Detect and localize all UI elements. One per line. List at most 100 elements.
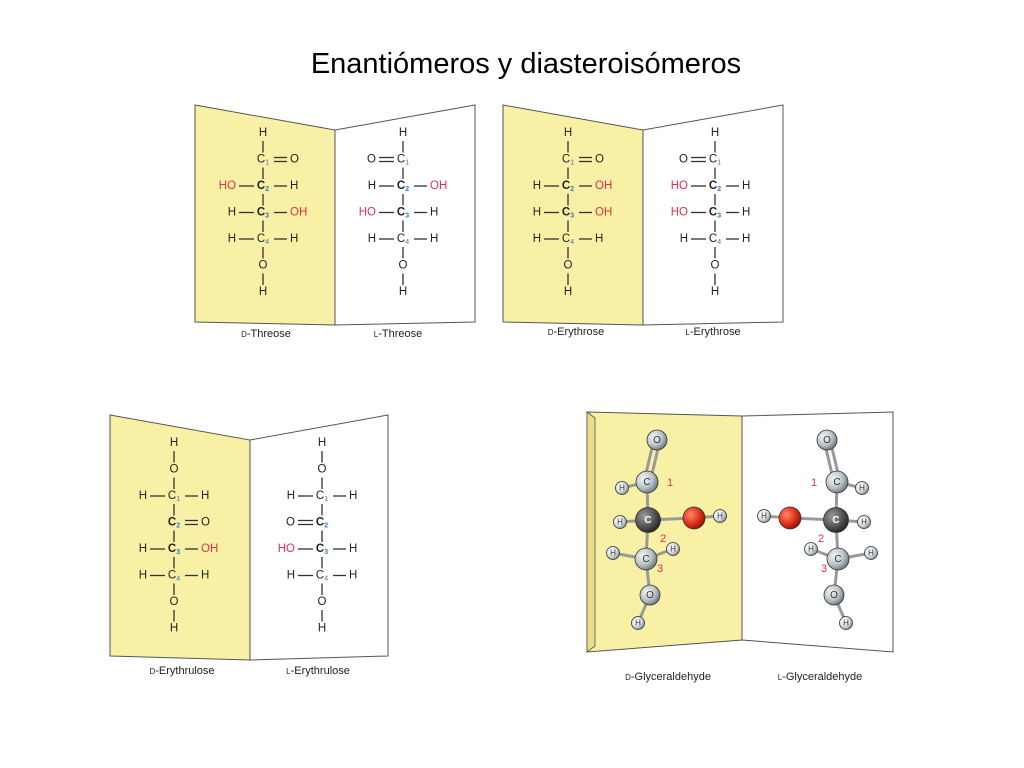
substituent-right: O — [290, 154, 299, 166]
atom-l-erythrose-5: O — [711, 260, 720, 272]
substituent-right: H — [595, 233, 603, 245]
substituent-left: O — [679, 154, 688, 166]
carbon-3-atom-label: C — [642, 554, 649, 565]
hydrogen-atom — [839, 616, 853, 630]
hydroxyl-oxygen-atom-label: O — [646, 590, 654, 601]
book-right-page — [642, 104, 784, 326]
atom-d-erythrulose-0: H — [170, 437, 178, 449]
substituent-left: H — [533, 233, 541, 245]
substituent-left: H — [680, 233, 688, 245]
hydrogen-atom — [666, 542, 680, 556]
substituent-right: OH — [290, 207, 307, 219]
hydroxyl-oxygen-atom — [639, 584, 661, 606]
substituent-right: OH — [201, 543, 218, 555]
hydrogen-atom-label: H — [617, 518, 623, 527]
atom-l-erythrulose-1: O — [318, 464, 327, 476]
hydrogen-atom — [757, 509, 771, 523]
chiral-carbon-atom-label: C — [644, 515, 651, 526]
hydrogen-atom-label: H — [761, 512, 767, 521]
atom-d-erythrose-0: H — [564, 127, 572, 139]
atom-d-erythrulose-1: O — [170, 464, 179, 476]
hydrogen-atom — [857, 515, 871, 529]
hydrogen-atom — [615, 481, 629, 495]
carbon-number: 2 — [818, 533, 824, 545]
hydrogen-atom-label: H — [635, 619, 641, 628]
substituent-left: H — [228, 233, 236, 245]
aldehyde-oxygen-atom-label: O — [653, 435, 661, 446]
atom-d-erythrose-6: H — [564, 286, 572, 298]
left-label-glyceraldehyde: D-Glyceraldehyde — [625, 671, 711, 683]
hydrogen-atom — [631, 616, 645, 630]
atom-d-threose-6: H — [259, 286, 267, 298]
hydrogen-atom-label: H — [717, 512, 723, 521]
substituent-right: OH — [595, 207, 612, 219]
substituent-left: H — [533, 207, 541, 219]
book-right-page — [741, 411, 894, 653]
right-label-erythrulose: L-Erythrulose — [286, 665, 350, 677]
substituent-left: H — [139, 490, 147, 502]
atom-l-erythrulose-0: H — [318, 437, 326, 449]
left-label-threose: D-Threose — [241, 328, 291, 340]
hydrogen-atom-label: H — [670, 545, 676, 554]
chiral-hydroxyl-oxygen-atom — [778, 506, 802, 530]
atom-l-erythrose-6: H — [711, 286, 719, 298]
substituent-left: H — [228, 207, 236, 219]
book-left-page — [109, 414, 251, 661]
substituent-right: H — [290, 180, 298, 192]
carbon-number: 1 — [667, 477, 673, 489]
substituent-left: H — [368, 233, 376, 245]
substituent-left: H — [139, 570, 147, 582]
chiral-carbon-atom-label: C — [832, 515, 839, 526]
carbon-1-atom-label: C — [833, 477, 840, 488]
hydrogen-atom-label: H — [859, 484, 865, 493]
chiral-carbon-atom — [823, 507, 849, 533]
carbon-3-atom — [826, 547, 850, 571]
substituent-left: H — [287, 490, 295, 502]
aldehyde-oxygen-atom — [646, 429, 668, 451]
substituent-left: H — [368, 180, 376, 192]
left-label-erythrulose: D-Erythrulose — [149, 665, 214, 677]
substituent-right: H — [430, 207, 438, 219]
atom-l-erythrulose-7: H — [318, 623, 326, 635]
atom-l-erythrose-0: H — [711, 127, 719, 139]
carbon-1-atom — [825, 470, 849, 494]
substituent-right: H — [290, 233, 298, 245]
carbon-1-atom-label: C — [643, 477, 650, 488]
substituent-left: H — [533, 180, 541, 192]
book-left-page — [586, 411, 743, 653]
atom-d-threose-0: H — [259, 127, 267, 139]
atom-l-erythrulose-6: O — [318, 596, 327, 608]
substituent-right: OH — [430, 180, 447, 192]
hydrogen-atom-label: H — [861, 518, 867, 527]
right-label-erythrose: L-Erythrose — [685, 326, 740, 338]
hydrogen-atom-label: H — [619, 484, 625, 493]
hydrogen-atom-label: H — [808, 545, 814, 554]
hydrogen-atom-label: H — [610, 549, 616, 558]
substituent-right: H — [430, 233, 438, 245]
substituent-right: H — [201, 570, 209, 582]
carbon-3-atom-label: C — [834, 554, 841, 565]
hydrogen-atom-label: H — [843, 619, 849, 628]
page-title: Enantiómeros y diasteroisómeros — [310, 48, 742, 80]
right-label-threose: L-Threose — [374, 328, 422, 340]
carbon-3-atom — [634, 547, 658, 571]
substituent-right: O — [201, 517, 210, 529]
right-label-glyceraldehyde: L-Glyceraldehyde — [778, 671, 863, 683]
book-right-page — [334, 104, 476, 326]
atom-d-erythrulose-7: H — [170, 623, 178, 635]
glyceraldehyde-panel: O H H H H H C C O H C 1 2 3 O H H H H H C C O H C 1 2 3 D-Glyceralde… — [586, 411, 894, 683]
substituent-left: HO — [278, 543, 295, 555]
substituent-right: H — [742, 233, 750, 245]
substituent-right: O — [595, 154, 604, 166]
atom-l-threose-0: H — [399, 127, 407, 139]
hydrogen-atom — [864, 546, 878, 560]
hydrogen-atom — [855, 481, 869, 495]
aldehyde-oxygen-atom-label: O — [823, 435, 831, 446]
substituent-right: H — [201, 490, 209, 502]
hydroxyl-oxygen-atom-label: O — [830, 590, 838, 601]
substituent-right: H — [349, 570, 357, 582]
left-label-erythrose: D-Erythrose — [548, 326, 605, 338]
atom-d-erythrulose-6: O — [170, 596, 179, 608]
